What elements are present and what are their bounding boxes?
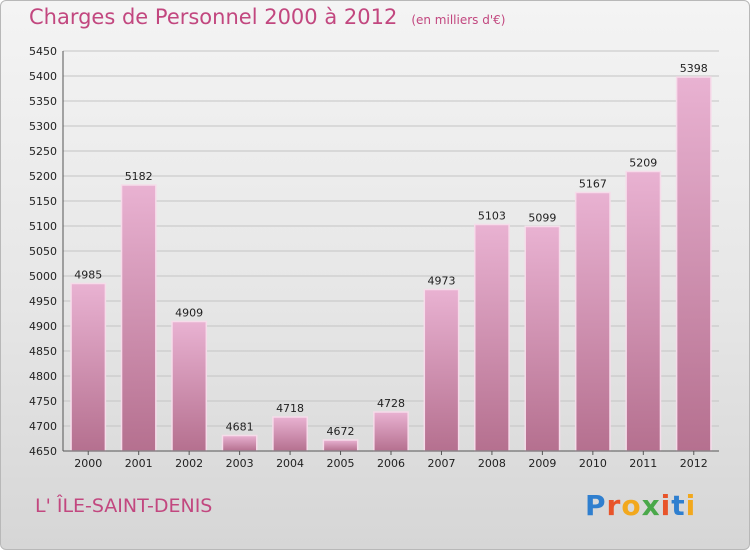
data-label: 5182 <box>125 170 153 183</box>
x-tick-label: 2011 <box>629 457 657 470</box>
data-labels: 4985 5182 4909 4681 4718 4672 4728 4973 5103 5099… <box>74 62 708 438</box>
y-tick-label: 4900 <box>29 320 57 333</box>
axes <box>62 51 719 452</box>
data-label: 4728 <box>377 397 405 410</box>
x-tick-label: 2001 <box>125 457 153 470</box>
title-text: Charges de Personnel 2000 à 2012 <box>29 5 398 29</box>
x-tick-label: 2000 <box>74 457 102 470</box>
y-tick-label: 5400 <box>29 70 57 83</box>
y-tick-label: 5150 <box>29 195 57 208</box>
bar-2007 <box>423 288 460 452</box>
proxiti-logo: Proxiti <box>585 489 696 522</box>
logo-letter: r <box>606 489 622 522</box>
commune-name: L' ÎLE-SAINT-DENIS <box>35 495 213 517</box>
bar-2006 <box>373 411 409 452</box>
x-tick-label: 2012 <box>680 457 708 470</box>
bar-2012 <box>675 76 712 452</box>
data-label: 5167 <box>579 178 607 191</box>
x-tick-label: 2005 <box>327 457 355 470</box>
y-tick-label: 4800 <box>29 370 57 383</box>
bar-2000 <box>70 282 107 452</box>
bar-2009 <box>524 225 561 452</box>
bar-2010 <box>574 191 611 452</box>
x-tick-label: 2003 <box>226 457 254 470</box>
y-axis-ticks: 4650 4700 4750 4800 4850 4900 4950 5000 5050 5100… <box>29 45 57 458</box>
x-tick-label: 2006 <box>377 457 405 470</box>
data-label: 5103 <box>478 210 506 223</box>
y-tick-label: 5300 <box>29 120 57 133</box>
y-tick-label: 4650 <box>29 445 57 458</box>
logo-letter: i <box>660 489 672 522</box>
y-tick-label: 4700 <box>29 420 57 433</box>
chart-title: Charges de Personnel 2000 à 2012 (en mill… <box>29 5 505 29</box>
x-axis-ticks: 2000 2001 2002 2003 2004 2005 2006 2007 2008 2009… <box>74 451 708 470</box>
y-tick-label: 5350 <box>29 95 57 108</box>
data-label: 4909 <box>175 307 203 320</box>
bars <box>70 76 712 452</box>
y-tick-label: 4750 <box>29 395 57 408</box>
grid-lines <box>63 50 719 452</box>
bar-2008 <box>474 223 510 452</box>
x-tick-label: 2004 <box>276 457 304 470</box>
data-label: 5209 <box>629 157 657 170</box>
y-tick-label: 4950 <box>29 295 57 308</box>
y-tick-label: 5200 <box>29 170 57 183</box>
subtitle-text: (en milliers d'€) <box>411 13 506 27</box>
data-label: 4973 <box>427 275 455 288</box>
y-tick-label: 4850 <box>29 345 57 358</box>
data-label: 5099 <box>528 212 556 225</box>
logo-letter: i <box>685 489 697 522</box>
bar-2011 <box>625 170 662 452</box>
x-tick-label: 2002 <box>175 457 203 470</box>
logo-letter: o <box>621 489 642 522</box>
y-tick-label: 5050 <box>29 245 57 258</box>
bar-2005 <box>322 439 359 452</box>
logo-letter: x <box>641 489 661 522</box>
x-tick-label: 2009 <box>528 457 556 470</box>
y-tick-label: 5100 <box>29 220 57 233</box>
logo-letter: P <box>585 489 607 522</box>
data-label: 4985 <box>74 269 102 282</box>
y-tick-label: 5450 <box>29 45 57 58</box>
bar-2002 <box>171 320 208 452</box>
data-label: 4718 <box>276 402 304 415</box>
bar-2001 <box>120 184 157 452</box>
data-label: 4672 <box>327 425 355 438</box>
data-label: 5398 <box>680 62 708 75</box>
x-tick-label: 2008 <box>478 457 506 470</box>
data-label: 4681 <box>226 421 254 434</box>
bar-2004 <box>272 416 308 452</box>
x-tick-label: 2007 <box>427 457 455 470</box>
y-tick-label: 5250 <box>29 145 57 158</box>
bar-2003 <box>221 434 258 452</box>
y-tick-label: 5000 <box>29 270 57 283</box>
x-tick-label: 2010 <box>579 457 607 470</box>
logo-letter: t <box>671 489 686 522</box>
